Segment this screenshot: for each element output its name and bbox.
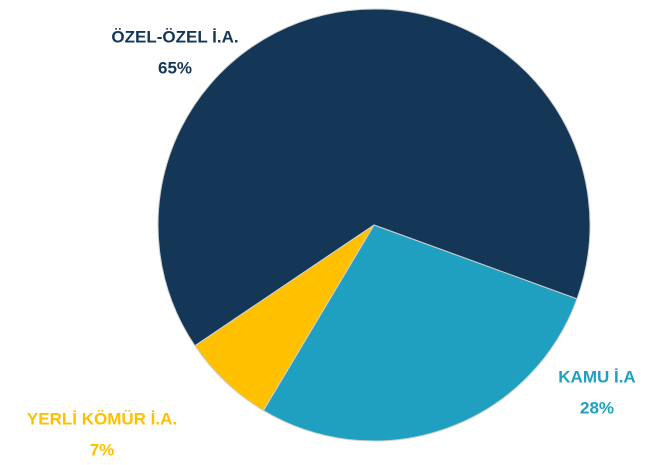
slice-label: ÖZEL-ÖZEL İ.A. xyxy=(111,27,238,46)
slice-value-label: 65% xyxy=(158,58,192,77)
pie-slice xyxy=(194,224,375,412)
slice-label: YERLİ KÖMÜR İ.A. xyxy=(27,409,177,428)
slice-label: KAMU İ.A xyxy=(558,367,635,386)
pie-slice xyxy=(262,224,578,442)
slice-value-label: 7% xyxy=(90,440,115,459)
pie-slice xyxy=(157,8,591,347)
slice-value-label: 28% xyxy=(580,398,614,417)
